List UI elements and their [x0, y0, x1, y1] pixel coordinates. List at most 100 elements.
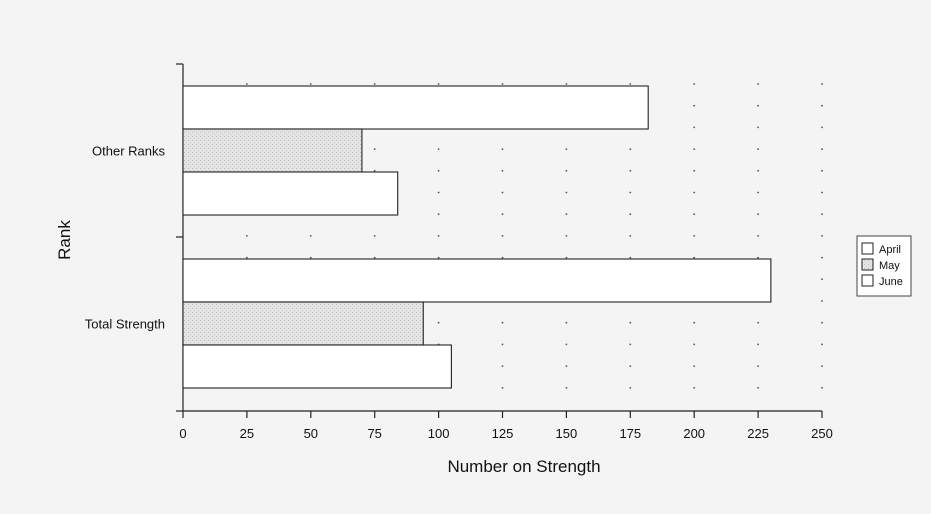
- x-tick-label: 0: [179, 426, 186, 441]
- grid-dot: [501, 343, 504, 346]
- x-tick-label: 250: [811, 426, 833, 441]
- x-axis-label: Number on Strength: [447, 457, 600, 476]
- grid-dot: [821, 256, 823, 259]
- grid-dot: [565, 365, 568, 367]
- grid-dot: [501, 148, 504, 151]
- grid-dot: [821, 126, 823, 129]
- grid-dot: [437, 191, 440, 194]
- grid-dot: [693, 256, 696, 259]
- grid-dot: [437, 169, 440, 172]
- grid-dot: [501, 235, 504, 237]
- grid-dot: [693, 235, 696, 237]
- grid-dot: [757, 343, 759, 346]
- grid-dot: [373, 169, 376, 172]
- legend-swatch-may: [861, 258, 874, 271]
- grid-dot: [693, 321, 696, 324]
- grid-dot: [693, 148, 696, 151]
- axes: Number on Strength Rank 0 25 50 75 100 125 150…: [55, 63, 833, 476]
- grid-dot: [565, 83, 568, 85]
- grid-dot: [501, 213, 504, 216]
- grid-dot: [821, 191, 823, 194]
- grid-dot: [821, 321, 823, 324]
- grid-dot: [757, 365, 759, 367]
- grid-dot: [821, 343, 823, 346]
- grid-dot: [821, 213, 823, 216]
- grid-dot: [501, 169, 504, 172]
- grid-dot: [693, 213, 696, 216]
- grid-dot: [309, 256, 312, 259]
- grid-dot: [821, 148, 823, 151]
- grid-dot: [757, 191, 759, 194]
- grid-dot: [246, 83, 248, 85]
- x-tick-label: 225: [747, 426, 769, 441]
- grid-dot: [693, 104, 696, 107]
- grid-dot: [821, 278, 823, 281]
- grid-dot: [757, 148, 759, 151]
- y-axis-label: Rank: [55, 220, 74, 260]
- bar-may: [182, 128, 363, 173]
- legend: April May June: [856, 235, 912, 297]
- grid-dot: [437, 256, 440, 259]
- grid-dot: [757, 235, 759, 237]
- grid-dot: [629, 256, 632, 259]
- grid-dot: [821, 169, 823, 172]
- grid-dot: [629, 213, 632, 216]
- grid-dot: [501, 191, 504, 194]
- x-tick-label: 100: [428, 426, 450, 441]
- grid-dot: [437, 321, 440, 324]
- grid-dot: [501, 365, 504, 367]
- bar-june: [182, 171, 399, 216]
- grid-dot: [629, 343, 632, 346]
- legend-swatch-june: [861, 274, 874, 287]
- x-tick-label: 200: [683, 426, 705, 441]
- grid-dot: [373, 83, 376, 85]
- category-label: Total Strength: [85, 317, 165, 332]
- grid-dot: [757, 213, 759, 216]
- grid-dot: [437, 235, 440, 237]
- grid-dot: [821, 235, 823, 237]
- grid-dot: [693, 169, 696, 172]
- grid-dot: [629, 148, 632, 151]
- x-tick-label: 25: [240, 426, 254, 441]
- grid-dot: [629, 169, 632, 172]
- grid-dot: [373, 148, 376, 151]
- grid-dot: [373, 235, 376, 237]
- category-label: Other Ranks: [92, 144, 165, 159]
- legend-label-april: April: [879, 244, 901, 256]
- grid-dot: [501, 321, 504, 324]
- grid-dot: [629, 83, 632, 85]
- grid-dot: [693, 365, 696, 367]
- grid-dot: [821, 83, 823, 85]
- x-tick-label: 150: [556, 426, 578, 441]
- x-tick-label: 50: [304, 426, 318, 441]
- grid-dot: [629, 386, 632, 389]
- grid-dot: [373, 256, 376, 259]
- grid-dot: [821, 386, 823, 389]
- grid-dot: [693, 191, 696, 194]
- legend-label-june: June: [879, 276, 903, 288]
- legend-swatch-april: [861, 242, 874, 255]
- grid-dot: [437, 213, 440, 216]
- grid-dot: [821, 365, 823, 367]
- grid-dot: [693, 386, 696, 389]
- grid-dot: [565, 235, 568, 237]
- grid-dot: [437, 83, 440, 85]
- grid-dot: [246, 256, 248, 259]
- grid-dot: [501, 386, 504, 389]
- grid-dot: [757, 169, 759, 172]
- grid-dot: [629, 321, 632, 324]
- grid-dot: [246, 235, 248, 237]
- x-tick-label: 125: [492, 426, 514, 441]
- grid-dot: [437, 148, 440, 151]
- grid-dot: [757, 256, 759, 259]
- grid-dot: [565, 148, 568, 151]
- grid-dot: [693, 83, 696, 85]
- grid-dot: [565, 321, 568, 324]
- grid-dot: [757, 83, 759, 85]
- grid-dot: [757, 386, 759, 389]
- grid-dot: [757, 126, 759, 129]
- grid-dot: [821, 300, 823, 302]
- grid-dot: [501, 83, 504, 85]
- bar-june: [182, 344, 452, 389]
